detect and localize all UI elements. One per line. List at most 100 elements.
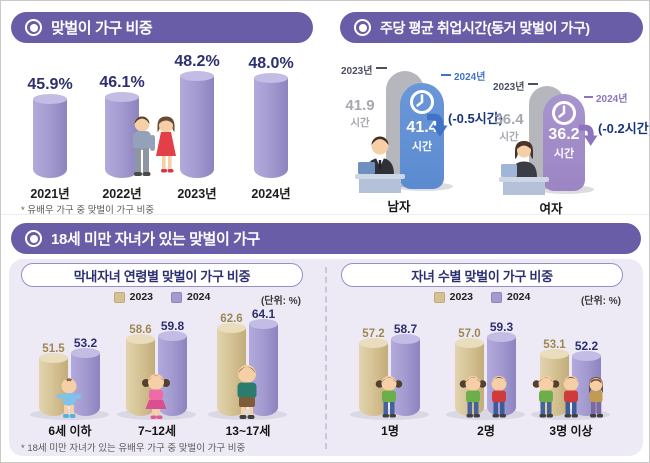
baby-illustration-icon bbox=[56, 378, 82, 418]
section3-title: 18세 미만 자녀가 있는 맞벌이 가구 bbox=[51, 231, 260, 248]
category-2children: 2명 bbox=[477, 424, 495, 438]
category-under6: 6세 이하 bbox=[48, 424, 92, 438]
men-prev-unit: 시간 bbox=[350, 117, 370, 129]
right-chart-title: 자녀 수별 맞벌이 가구 비중 bbox=[411, 268, 553, 284]
one-child-illustration-icon bbox=[375, 376, 403, 418]
bar-2024 bbox=[391, 333, 420, 416]
women-prev-year-label: 2023년 bbox=[493, 82, 525, 93]
women-prev-year-connector bbox=[528, 83, 538, 85]
value-2024: 59.3 bbox=[489, 319, 514, 334]
bar-2024 bbox=[254, 73, 288, 178]
women-curr-year-label: 2024년 bbox=[596, 94, 628, 105]
bar-value-label: 48.0% bbox=[248, 55, 294, 72]
value-2023: 57.2 bbox=[362, 327, 385, 340]
legend-2024-label: 2024 bbox=[187, 291, 211, 303]
left-chart-footnote: * 18세 미만 자녀가 있는 유배우 가구 중 맞벌이 가구 비중 bbox=[21, 443, 246, 454]
down-arrow-icon bbox=[427, 113, 448, 137]
x-tick-2024: 2024년 bbox=[251, 187, 291, 201]
legend-2023: 2023 bbox=[433, 291, 473, 303]
section1-footnote: * 유배우 가구 중 맞벌이 가구 비중 bbox=[21, 205, 155, 216]
section1-title: 맞벌이 가구 비중 bbox=[51, 20, 153, 37]
bar-2023 bbox=[180, 71, 214, 178]
unit-label: (단위: %) bbox=[580, 296, 621, 307]
clock-icon bbox=[410, 90, 434, 114]
bar-value-label: 48.2% bbox=[174, 53, 220, 70]
women-curr-hours: 36.2 시간 bbox=[543, 126, 585, 161]
men-curr-unit: 시간 bbox=[411, 141, 433, 153]
legend-2023-swatch-icon bbox=[433, 291, 445, 303]
section3-header: 18세 미만 자녀가 있는 맞벌이 가구 bbox=[11, 223, 641, 254]
children-group-1: 57.2 58.7 bbox=[350, 321, 429, 420]
man-at-desk-illustration-icon bbox=[355, 136, 405, 193]
men-prev-hours: 41.9 시간 bbox=[337, 97, 383, 130]
legend-2024-swatch-icon bbox=[171, 291, 182, 303]
section2-header: 주당 평균 취업시간(동거 맞벌이 가구) bbox=[340, 12, 643, 43]
woman-at-desk-illustration-icon bbox=[499, 141, 549, 195]
value-2023: 62.6 bbox=[220, 313, 243, 325]
value-2024: 52.2 bbox=[574, 339, 599, 354]
bar-2024 bbox=[71, 348, 100, 416]
section2-title: 주당 평균 취업시간(동거 맞벌이 가구) bbox=[380, 19, 590, 36]
men-curr-year-connector bbox=[441, 74, 451, 76]
legend-2024-swatch-icon bbox=[491, 291, 502, 303]
men-curr-value: 41.4 bbox=[406, 119, 438, 136]
legend-2024: 2024 bbox=[491, 291, 530, 303]
unit-label: (단위: %) bbox=[260, 296, 301, 307]
bullet-circle-icon bbox=[25, 19, 42, 36]
down-arrow-icon bbox=[578, 124, 598, 146]
right-chart-legend: 2023 2024 (단위: %) bbox=[341, 291, 623, 307]
value-2023: 58.6 bbox=[129, 323, 152, 336]
legend-2023: 2023 bbox=[113, 291, 153, 303]
value-2023: 53.1 bbox=[543, 338, 566, 351]
men-prev-year-connector bbox=[376, 67, 387, 69]
panel-dashed-divider bbox=[325, 267, 327, 449]
girl-illustration-icon bbox=[142, 374, 170, 419]
men-curr-hours: 41.4 시간 bbox=[400, 119, 444, 154]
category-7to12: 7~12세 bbox=[137, 424, 177, 438]
age-group-7to12: 58.6 59.8 bbox=[117, 318, 196, 420]
bullet-circle-icon bbox=[354, 19, 371, 36]
men-group-label: 남자 bbox=[387, 200, 411, 214]
women-change-label: (-0.2시간) bbox=[598, 121, 650, 136]
women-prev-unit: 시간 bbox=[499, 131, 519, 143]
left-chart-legend: 2023 2024 (단위: %) bbox=[21, 291, 303, 307]
legend-2023-swatch-icon bbox=[113, 291, 125, 303]
clock-icon bbox=[552, 101, 576, 125]
value-2024: 59.8 bbox=[160, 318, 185, 333]
category-3plus: 3명 이상 bbox=[549, 424, 593, 438]
value-2024: 64.1 bbox=[251, 306, 276, 321]
children-group-3plus: 53.1 52.2 bbox=[531, 338, 610, 420]
value-2023: 51.5 bbox=[42, 342, 65, 355]
boy-illustration-icon bbox=[237, 365, 257, 419]
legend-2024: 2024 bbox=[171, 291, 210, 303]
value-2024: 58.7 bbox=[393, 321, 418, 336]
legend-2023-label: 2023 bbox=[449, 291, 473, 303]
section1-header: 맞벌이 가구 비중 bbox=[11, 12, 313, 43]
category-1child: 1명 bbox=[381, 424, 399, 438]
group-shadow bbox=[30, 409, 109, 420]
two-children-illustration-icon bbox=[459, 376, 507, 418]
legend-2024-label: 2024 bbox=[507, 291, 531, 303]
category-13to17: 13~17세 bbox=[225, 424, 271, 438]
bar-group-2024: 48.0% bbox=[237, 55, 305, 178]
bar-2021 bbox=[33, 94, 67, 178]
women-curr-unit: 시간 bbox=[553, 148, 575, 160]
men-change-label: (-0.5시간) bbox=[448, 111, 503, 126]
men-prev-year-label: 2023년 bbox=[341, 66, 373, 77]
women-curr-year-connector bbox=[584, 96, 593, 98]
x-tick-2023: 2023년 bbox=[177, 187, 217, 201]
group-shadow bbox=[208, 409, 287, 420]
men-prev-value: 41.9 bbox=[345, 97, 375, 114]
bar-value-label: 46.1% bbox=[99, 74, 145, 91]
bar-group-2023: 48.2% bbox=[163, 53, 231, 178]
age-group-13to17: 62.6 64.1 bbox=[208, 306, 287, 420]
left-chart-title: 막내자녀 연령별 맞벌이 가구 비중 bbox=[73, 268, 251, 284]
group-shadow bbox=[117, 409, 196, 420]
age-group-under6: 51.5 53.2 bbox=[30, 336, 109, 420]
x-tick-2021: 2021년 bbox=[30, 187, 70, 201]
women-prev-hours: 36.4 시간 bbox=[487, 111, 531, 144]
couple-illustration-icon bbox=[133, 116, 176, 176]
bar-group-2021: 45.9% bbox=[16, 76, 84, 178]
children-group-2: 57.0 59.3 bbox=[446, 319, 525, 420]
